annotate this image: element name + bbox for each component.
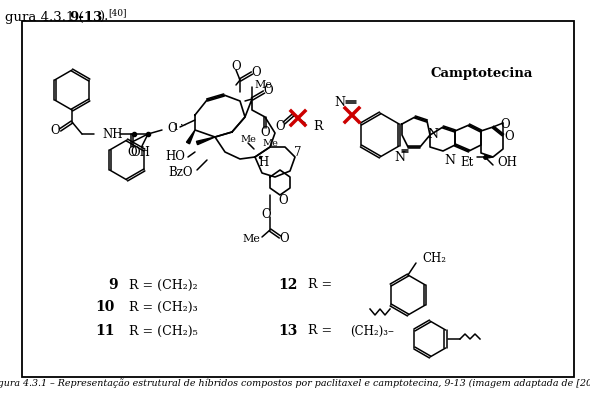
Text: CH₂: CH₂ bbox=[422, 252, 446, 265]
Text: (CH₂)₃–: (CH₂)₃– bbox=[350, 325, 394, 337]
Text: N: N bbox=[428, 128, 438, 141]
Text: 12: 12 bbox=[278, 278, 298, 292]
Text: 9-13: 9-13 bbox=[69, 11, 102, 24]
Text: H: H bbox=[258, 156, 268, 169]
Polygon shape bbox=[485, 156, 493, 158]
Polygon shape bbox=[186, 130, 195, 144]
Text: Me: Me bbox=[254, 80, 272, 90]
Text: OH: OH bbox=[130, 147, 150, 160]
Text: 13: 13 bbox=[278, 324, 298, 338]
Text: ).: ). bbox=[99, 11, 109, 24]
Text: O: O bbox=[278, 194, 288, 207]
Text: O: O bbox=[263, 85, 273, 98]
Text: OH: OH bbox=[497, 156, 517, 169]
Text: R: R bbox=[313, 120, 323, 132]
Text: O: O bbox=[500, 118, 510, 132]
Text: 7: 7 bbox=[294, 145, 301, 158]
Text: R =: R = bbox=[300, 278, 332, 292]
Text: O: O bbox=[231, 60, 241, 73]
Text: O: O bbox=[279, 233, 289, 246]
Text: Figura 4.3.1 – Representação estrutural de híbridos compostos por paclitaxel e c: Figura 4.3.1 – Representação estrutural … bbox=[0, 378, 590, 388]
Text: 11: 11 bbox=[96, 324, 115, 338]
Text: 1: 1 bbox=[173, 122, 179, 132]
Text: N: N bbox=[444, 154, 455, 167]
Text: O: O bbox=[167, 122, 176, 135]
Text: O: O bbox=[50, 124, 60, 137]
Text: gura 4.3.1 (: gura 4.3.1 ( bbox=[5, 11, 84, 24]
Text: R = (CH₂)₅: R = (CH₂)₅ bbox=[121, 325, 198, 337]
Text: Me: Me bbox=[240, 135, 256, 145]
Text: R = (CH₂)₂: R = (CH₂)₂ bbox=[121, 278, 198, 292]
Text: Camptotecina: Camptotecina bbox=[431, 66, 533, 79]
Text: R =: R = bbox=[300, 325, 332, 337]
Text: Me: Me bbox=[262, 139, 278, 147]
Text: O: O bbox=[504, 130, 514, 143]
Text: O: O bbox=[127, 147, 137, 160]
Text: ··: ·· bbox=[180, 121, 187, 131]
Text: [40]: [40] bbox=[108, 8, 126, 17]
Text: BzO: BzO bbox=[169, 167, 193, 179]
Text: R = (CH₂)₃: R = (CH₂)₃ bbox=[121, 301, 198, 314]
Text: 10: 10 bbox=[96, 300, 115, 314]
Text: HO: HO bbox=[165, 150, 185, 164]
Text: Me: Me bbox=[242, 234, 260, 244]
Polygon shape bbox=[196, 137, 215, 145]
Text: N: N bbox=[395, 151, 405, 164]
Text: O: O bbox=[275, 120, 285, 134]
Text: NH: NH bbox=[102, 128, 123, 141]
Text: O: O bbox=[251, 66, 261, 79]
Text: 9: 9 bbox=[109, 278, 118, 292]
Text: O: O bbox=[260, 126, 270, 139]
Text: O: O bbox=[261, 207, 271, 220]
Text: Et: Et bbox=[461, 156, 474, 169]
Text: N: N bbox=[335, 96, 346, 109]
